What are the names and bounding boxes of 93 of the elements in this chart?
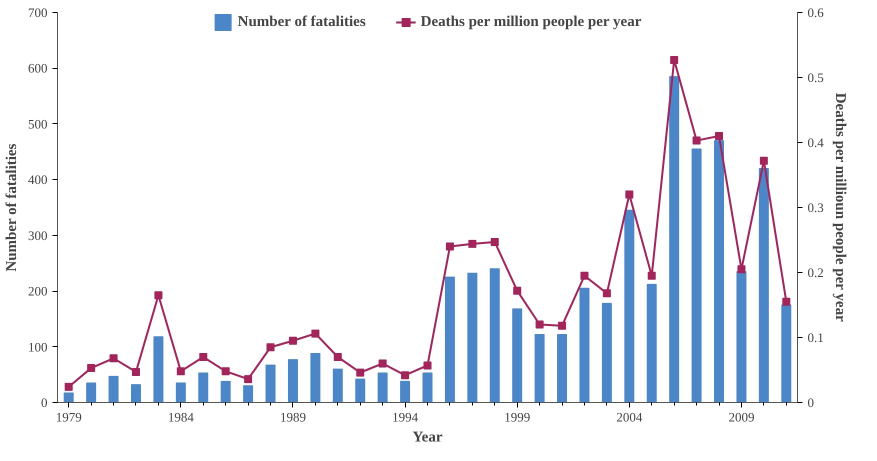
point xyxy=(378,360,387,368)
point xyxy=(356,368,364,377)
point xyxy=(244,375,252,384)
bar xyxy=(310,352,320,402)
point xyxy=(602,289,611,298)
point xyxy=(132,368,140,376)
y2-tick-label: 0.6 xyxy=(808,5,824,20)
x-axis-title: Year xyxy=(412,430,443,446)
point xyxy=(334,353,342,361)
x-tick-label: 1989 xyxy=(280,410,306,424)
bar xyxy=(602,302,612,402)
x-tick-label: 1999 xyxy=(504,410,530,424)
point xyxy=(176,367,185,376)
point xyxy=(625,190,634,198)
bar xyxy=(243,385,254,402)
bar xyxy=(153,336,164,402)
y2-axis-title: Deaths per millioun people per year xyxy=(832,92,848,322)
point xyxy=(154,291,162,300)
point xyxy=(648,272,656,280)
bar xyxy=(355,378,366,402)
point xyxy=(760,156,768,165)
bar xyxy=(288,359,298,402)
bar xyxy=(378,372,388,402)
point xyxy=(401,371,410,380)
point xyxy=(110,354,118,362)
bar xyxy=(64,392,74,402)
y2-tick-label: 0.5 xyxy=(808,70,824,85)
bar xyxy=(490,268,500,402)
y2-tick-label: 0.1 xyxy=(808,330,824,345)
y-tick-label: 100 xyxy=(28,339,48,354)
point xyxy=(715,132,724,140)
bar xyxy=(467,272,478,402)
point xyxy=(558,322,566,330)
bar xyxy=(220,380,231,402)
bar xyxy=(692,148,702,402)
bar xyxy=(422,372,432,402)
y2-tick-label: 0.3 xyxy=(808,200,824,215)
point xyxy=(87,364,96,372)
bar xyxy=(400,380,410,402)
point xyxy=(266,343,275,352)
point xyxy=(580,272,588,280)
x-tick-label: 1994 xyxy=(392,410,419,424)
bar xyxy=(86,382,96,402)
point xyxy=(199,353,208,361)
x-tick-label: 2009 xyxy=(728,410,754,424)
y-tick-label: 700 xyxy=(28,5,48,20)
point xyxy=(536,320,544,328)
point xyxy=(424,361,432,370)
point xyxy=(311,330,320,338)
bar xyxy=(512,308,522,402)
bar xyxy=(646,284,657,402)
y2-tick-label: 0.2 xyxy=(808,265,824,280)
x-tick-label: 2004 xyxy=(616,410,643,424)
bar xyxy=(176,382,186,402)
bar xyxy=(444,276,455,402)
bar xyxy=(131,384,141,402)
y-tick-label: 600 xyxy=(28,60,48,76)
x-tick-label: 1979 xyxy=(56,410,82,424)
point xyxy=(737,265,746,274)
bar xyxy=(714,140,724,402)
bar xyxy=(736,271,746,402)
y-tick-label: 300 xyxy=(28,228,48,243)
bar xyxy=(669,76,680,402)
y-axis-title: Number of fatalities xyxy=(4,143,20,272)
point xyxy=(692,136,701,145)
point xyxy=(468,240,476,248)
point xyxy=(490,238,499,246)
bar xyxy=(758,168,769,402)
point xyxy=(513,286,522,295)
bar xyxy=(266,364,276,402)
bar xyxy=(781,304,792,402)
y-tick-label: 200 xyxy=(28,284,48,299)
bar xyxy=(332,368,343,402)
bar xyxy=(557,334,568,402)
y-tick-label: 0 xyxy=(41,395,48,410)
bar xyxy=(624,210,634,402)
bar xyxy=(198,372,208,402)
point xyxy=(446,242,454,250)
bar xyxy=(579,288,590,402)
point xyxy=(64,382,73,391)
legend-label: Deaths per million people per year xyxy=(420,14,642,30)
point xyxy=(670,56,678,64)
point xyxy=(222,367,230,376)
bar xyxy=(534,334,545,402)
point xyxy=(782,298,790,306)
y-tick-label: 500 xyxy=(28,116,48,132)
x-tick-label: 1984 xyxy=(168,410,194,424)
y2-tick-label: 0.4 xyxy=(808,135,824,150)
y-tick-label: 400 xyxy=(28,172,48,188)
bar xyxy=(108,376,119,402)
y2-tick-label: 0 xyxy=(808,395,814,410)
legend-label: Number of fatalities xyxy=(238,14,366,30)
point xyxy=(288,336,297,345)
